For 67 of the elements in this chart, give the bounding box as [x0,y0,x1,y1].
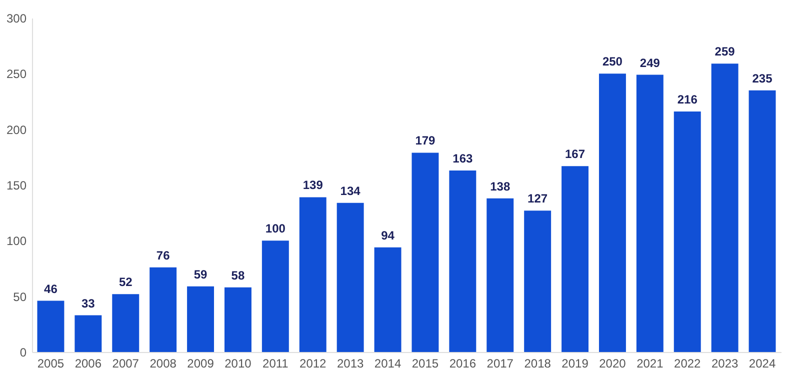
bar [37,300,64,352]
data-label: 259 [714,44,736,59]
data-label: 100 [265,222,286,236]
y-tick-label: 150 [6,178,27,192]
bar [74,315,102,352]
data-label: 134 [340,184,361,198]
x-tick-label: 2021 [636,356,664,370]
bar [112,294,140,352]
x-tick-label: 2014 [374,356,402,370]
x-tick-label: 2005 [37,356,64,370]
x-tick-label: 2013 [336,356,364,370]
x-tick-label: 2007 [112,356,140,370]
bar [598,74,626,352]
x-tick-label: 2015 [412,356,439,370]
x-tick-label: 2022 [674,356,702,370]
x-tick-label: 2020 [599,356,626,370]
data-label: 139 [302,178,324,192]
x-tick-label: 2019 [562,356,589,370]
bar [449,170,476,352]
y-tick-label: 100 [6,234,27,248]
data-label: 138 [490,179,510,194]
x-tick-label: 2011 [262,356,289,370]
data-label: 94 [381,228,395,242]
y-tick-label: 300 [6,12,27,26]
data-label: 249 [640,56,660,70]
data-label: 76 [156,248,170,262]
bar [412,152,439,352]
y-tick-label: 50 [13,290,27,304]
bar [336,202,364,352]
x-tick-label: 2017 [486,356,514,370]
x-tick-label: 2012 [300,356,327,370]
bar [486,198,514,352]
x-tick-label: 2009 [187,356,214,370]
bar [299,197,326,352]
bar [150,267,177,352]
x-tick-label: 2024 [748,356,776,370]
data-label: 52 [118,275,133,290]
bar [374,247,402,352]
data-label: 163 [452,152,474,166]
data-label: 179 [415,134,436,148]
bar [224,287,252,352]
bar [748,90,776,352]
data-label: 59 [194,267,208,282]
x-tick-label: 2023 [711,356,738,370]
data-label: 250 [602,54,623,69]
x-tick-label: 2016 [449,356,476,370]
data-label: 167 [565,147,586,162]
data-label: 33 [81,296,96,310]
bar [262,240,289,352]
data-label: 58 [231,268,245,282]
x-tick-label: 2018 [524,356,552,370]
data-label: 127 [528,192,548,206]
bar [711,64,738,352]
bar [636,74,664,352]
y-tick-label: 0 [20,346,27,360]
bar [674,112,701,352]
x-tick-label: 2008 [150,356,177,370]
bar [562,166,589,352]
data-label: 235 [752,71,773,86]
data-label: 46 [44,282,58,296]
x-tick-label: 2006 [74,356,102,370]
data-label: 216 [677,92,698,107]
bar [187,286,214,352]
x-tick-label: 2010 [224,356,252,370]
y-tick-label: 200 [6,122,27,137]
bar [524,210,552,352]
y-tick-label: 250 [6,67,27,82]
